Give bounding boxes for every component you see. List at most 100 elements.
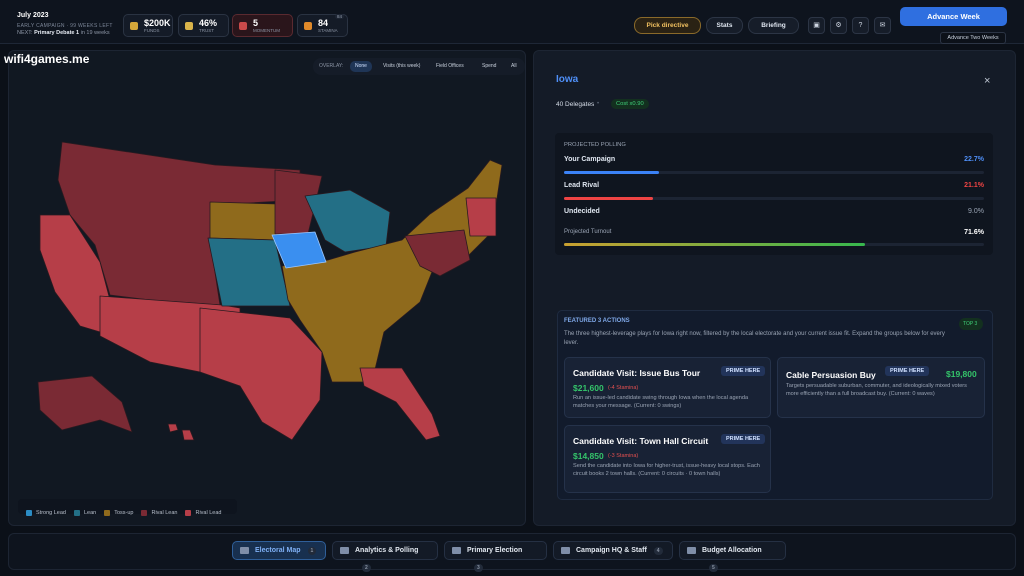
next-event: Primary Debate 1	[34, 30, 80, 36]
row-label: Lead Rival	[564, 182, 600, 189]
advance-tooltip: Advance Two Weeks	[940, 32, 1006, 44]
stat-value: $200K	[144, 18, 171, 28]
tab-key: 5	[709, 564, 718, 572]
icon	[185, 22, 193, 30]
bar-track	[564, 243, 984, 246]
tab-label: Electoral Map	[255, 547, 301, 554]
action-stamina: (-3 Stamina)	[608, 453, 639, 459]
action-title: Candidate Visit: Issue Bus Tour	[573, 368, 701, 378]
pick-directive-button[interactable]: Pick directive	[634, 17, 701, 34]
legend-item: Toss-up	[104, 510, 133, 516]
tab-icon	[240, 547, 249, 554]
stat-value: 46%	[199, 18, 218, 28]
action-stamina: (-4 Stamina)	[608, 385, 639, 391]
region	[404, 229, 471, 277]
overlay-label: OVERLAY:	[319, 63, 344, 69]
row-label: Undecided	[564, 208, 600, 215]
help-button[interactable]: ?	[852, 17, 869, 34]
tab[interactable]: Budget Allocation 5	[679, 541, 786, 572]
tab[interactable]: Campaign HQ & Staff 4	[553, 541, 673, 560]
action-card[interactable]: Candidate Visit: Issue Bus Tour PRIME HE…	[564, 357, 771, 418]
cost-badge: Cost x0.90	[611, 99, 649, 109]
region	[167, 423, 179, 433]
icon	[130, 22, 138, 30]
region	[209, 201, 279, 241]
stat-value: 84	[318, 18, 329, 28]
legend-swatch	[185, 510, 192, 516]
stat-chip: 5 MOMENTUM	[232, 14, 293, 37]
tab[interactable]: Primary Election 3	[444, 541, 547, 572]
close-button[interactable]: ×	[984, 75, 991, 87]
polling-title: PROJECTED POLLING	[564, 142, 626, 148]
legend-item: Rival Lean	[141, 510, 177, 516]
tab-icon	[340, 547, 349, 554]
tab-icon	[561, 547, 570, 554]
legend-swatch	[104, 510, 111, 516]
featured-title: FEATURED 3 ACTIONS	[564, 318, 630, 324]
mail-button[interactable]: ✉	[874, 17, 891, 34]
region	[199, 307, 323, 441]
legend-item: Rival Lead	[185, 510, 221, 516]
map-legend: Strong Lead Lean Toss-up Rival Lean Rival Le…	[18, 499, 238, 516]
action-card[interactable]: Candidate Visit: Town Hall Circuit PRIME…	[564, 425, 771, 493]
action-card[interactable]: Cable Persuasion Buy PRIME HERE $19,800 …	[777, 357, 985, 418]
row-value: 9.0%	[968, 208, 984, 215]
overlay-option[interactable]: Spend	[482, 63, 497, 69]
action-tag: PRIME HERE	[721, 434, 766, 444]
legend-label: Lean	[83, 510, 97, 516]
legend-label: Strong Lead	[36, 510, 66, 516]
row-value: 22.7%	[964, 156, 984, 163]
stat-chip: $200K FUNDS	[123, 14, 173, 37]
watermark: wifi4games.me	[4, 52, 90, 66]
region	[465, 197, 497, 237]
overlay-option[interactable]: Field Offices	[436, 63, 464, 69]
action-title: Cable Persuasion Buy	[786, 370, 876, 380]
iowa	[271, 231, 327, 269]
date: July 2023	[17, 12, 49, 19]
action-cost: $14,850	[573, 451, 604, 461]
stat-badge: 84	[335, 14, 345, 19]
stats-button[interactable]: Stats	[706, 17, 743, 34]
legend-label: Toss-up	[114, 510, 134, 516]
row-label: Your Campaign	[564, 156, 616, 163]
tab[interactable]: Analytics & Polling 2	[332, 541, 438, 572]
polling-row: Your Campaign 22.7%	[564, 156, 984, 163]
turnout-row: Projected Turnout 71.6%	[564, 229, 984, 236]
briefing-button[interactable]: Briefing	[748, 17, 799, 34]
action-text: Run an issue-led candidate swing through…	[573, 395, 749, 409]
stat-label: STAMINA	[318, 28, 338, 33]
legend-swatch	[141, 510, 148, 516]
legend-label: Rival Lean	[151, 510, 178, 516]
stat-chip: 46% TRUST	[178, 14, 229, 37]
icon	[304, 22, 312, 30]
polling-row: Lead Rival 21.1%	[564, 182, 984, 189]
bar-track	[564, 171, 984, 174]
tab-icon	[687, 547, 696, 554]
top-bar: July 2023 EARLY CAMPAIGN · 99 WEEKS LEFT…	[0, 0, 1024, 44]
overlay-option[interactable]: Visits (this week)	[383, 63, 421, 69]
action-title: Candidate Visit: Town Hall Circuit	[573, 436, 709, 446]
stat-label: FUNDS	[144, 28, 160, 33]
next-event-line: NEXT: Primary Debate 1 in 19 weeks	[17, 30, 110, 36]
action-cost: $19,800	[946, 369, 977, 379]
overlay-option[interactable]: All	[511, 63, 517, 69]
phase: EARLY CAMPAIGN · 99 WEEKS LEFT	[17, 23, 113, 29]
save-button[interactable]: ▣	[808, 17, 825, 34]
action-cost: $21,600	[573, 383, 604, 393]
advance-week-button[interactable]: Advance Week	[900, 7, 1007, 26]
featured-description: The three highest-leverage plays for Iow…	[564, 331, 945, 346]
next-prefix: NEXT:	[17, 30, 33, 36]
tab-key: 4	[653, 547, 663, 555]
tab-key: 3	[474, 564, 483, 572]
legend-item: Lean	[73, 510, 97, 516]
icon	[239, 22, 247, 30]
polling-row: Undecided 9.0%	[564, 208, 984, 215]
stat-chip: 84 STAMINA 84	[297, 14, 348, 37]
settings-button[interactable]: ⚙	[830, 17, 847, 34]
bar-track	[564, 197, 984, 200]
region	[207, 237, 291, 307]
tab[interactable]: Electoral Map 1	[232, 541, 326, 560]
overlay-option[interactable]: None	[350, 61, 372, 72]
tab-icon	[452, 547, 461, 554]
